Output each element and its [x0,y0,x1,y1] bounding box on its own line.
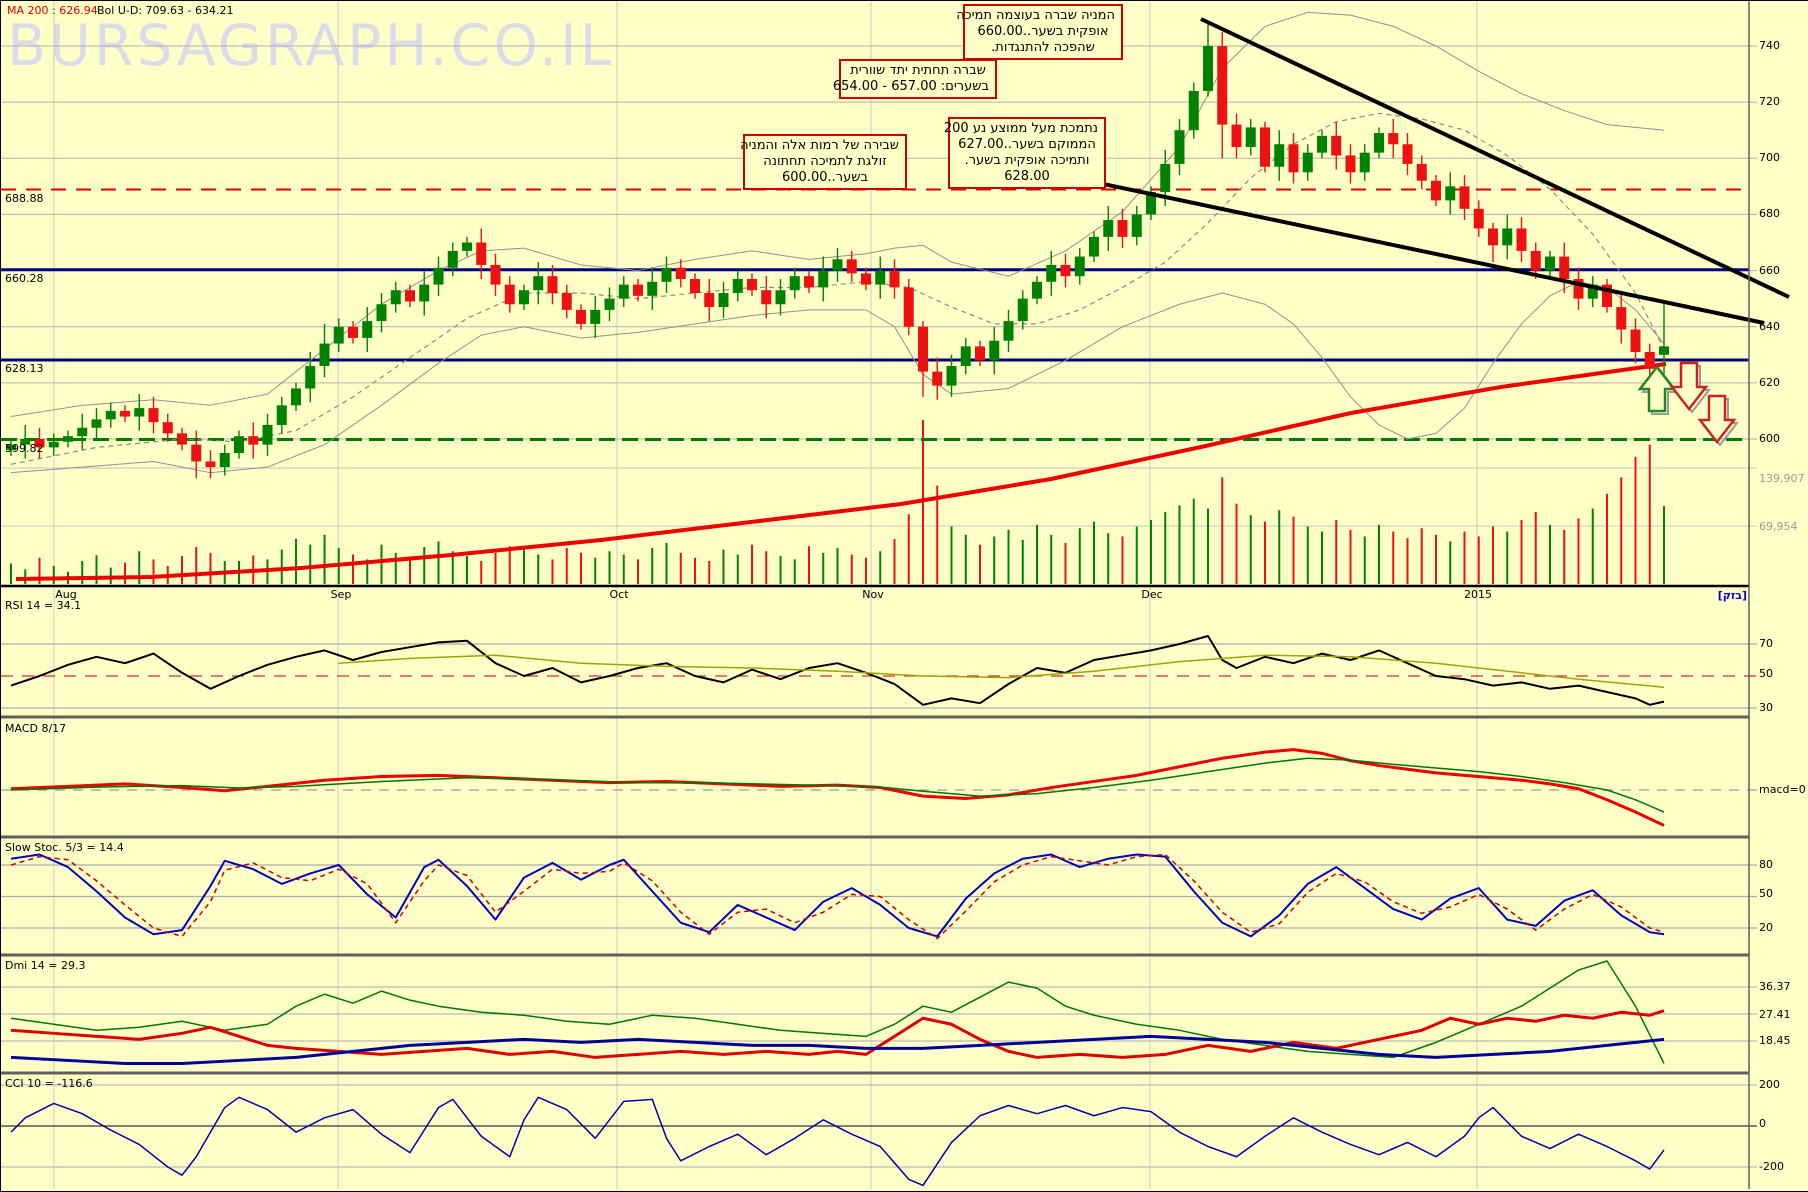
volume-axis-label: 69,954 [1759,520,1798,533]
indicator-scale-label: 0 [1759,1117,1766,1130]
panel-label-rsi: RSI 14 = 34.1 [5,599,82,612]
indicator-scale-label: 70 [1759,637,1773,650]
indicator-scale-label: 27.41 [1759,1008,1791,1021]
price-tick-label: 600 [1759,432,1780,445]
bollinger-value-label: Bol U-D: 709.63 - 634.21 [97,4,234,17]
indicator-scale-label: macd=0 [1759,783,1806,796]
annotation-box-1: המניה שברה בעוצמה תמיכה אופקית בשער..660.… [956,4,1123,60]
breakdown-down-arrow [1669,361,1709,412]
level-label: 688.88 [5,191,44,205]
x-axis-label-aug: Aug [55,588,77,601]
x-axis-label-oct: Oct [609,588,629,601]
panel-label-dmi: Dmi 14 = 29.3 [5,959,86,972]
panel-label-stoc: Slow Stoc. 5/3 = 14.4 [5,841,124,854]
indicator-scale-label: -200 [1759,1160,1784,1173]
panel-label-macd: MACD 8/17 [5,722,67,735]
indicator-scale-label: 36.37 [1759,980,1791,993]
level-label: 660.28 [5,271,44,285]
indicator-scale-label: 18.45 [1759,1034,1791,1047]
panel-label-cci: CCI 10 = -116.6 [5,1077,93,1090]
indicator-scale-label: 50 [1759,887,1773,900]
annotation-box-3: נתמכת מעל ממוצע נע 200 הממוקם בשער..627.0… [944,117,1106,189]
indicator-scale-label: 80 [1759,858,1773,871]
annotation-box-4: שבירה של רמות אלה והמניה זולגת לתמיכה תחת… [740,134,907,190]
indicator-scale-label: 50 [1759,667,1773,680]
price-tick-label: 680 [1759,207,1780,221]
annotation-box-2: שברה תחתית יתד שוורית בשערים: ‎654.00 - 6… [833,59,997,99]
ma200-value-label: MA 200 : 626.94 [7,4,98,17]
instrument-ticker-label: [בזק] [1717,589,1747,602]
price-tick-label: 620 [1759,375,1780,389]
level-label: 599.82 [5,441,44,455]
x-axis-label-dec: Dec [1141,588,1163,601]
price-tick-label: 640 [1759,319,1780,333]
price-tick-label: 720 [1759,95,1780,109]
x-axis-label-2015: 2015 [1464,588,1492,601]
price-tick-label: 660 [1759,263,1780,277]
level-label: 628.13 [5,362,44,376]
price-tick-label: 700 [1759,151,1780,165]
indicator-scale-label: 20 [1759,921,1773,934]
indicator-scale-label: 200 [1759,1078,1780,1091]
target-down-arrow [1697,394,1737,445]
indicator-scale-label: 30 [1759,701,1773,714]
price-tick-label: 740 [1759,39,1780,52]
x-axis-label-nov: Nov [862,588,884,601]
volume-axis-label: 139,907 [1759,472,1805,485]
x-axis-label-sep: Sep [330,588,352,601]
